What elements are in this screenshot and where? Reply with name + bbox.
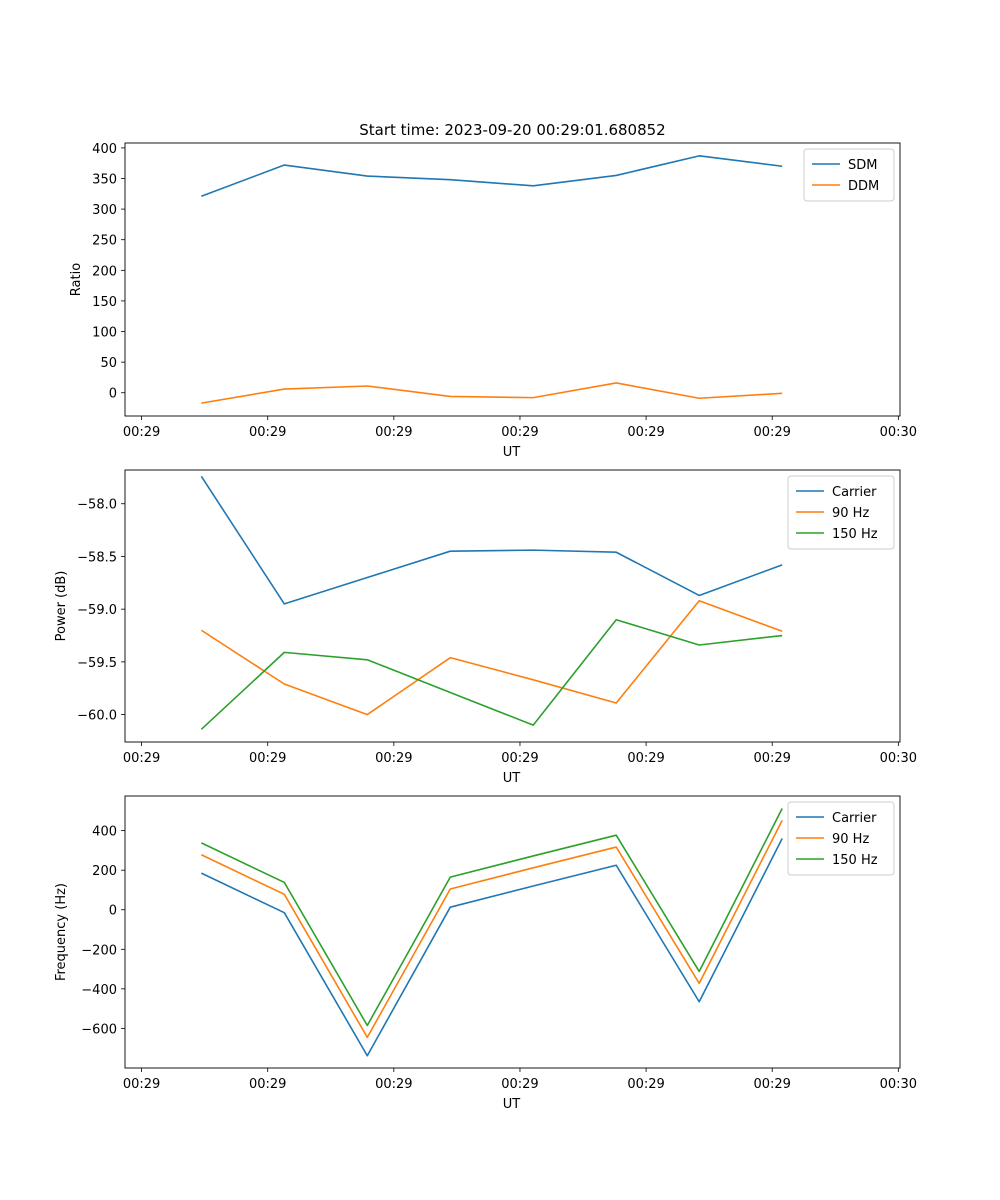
x-tick-label: 00:29 bbox=[249, 1077, 286, 1092]
x-tick-label: 00:29 bbox=[375, 425, 412, 440]
x-tick-label: 00:30 bbox=[880, 425, 917, 440]
x-tick-label: 00:29 bbox=[753, 751, 790, 766]
legend-box bbox=[803, 148, 895, 202]
y-tick-label: 250 bbox=[92, 234, 117, 249]
x-axis-label: UT bbox=[503, 771, 521, 786]
x-tick-label: 00:29 bbox=[249, 751, 286, 766]
legend-box bbox=[787, 801, 895, 876]
series-line-150-hz bbox=[200, 618, 783, 730]
series-line-150-hz bbox=[200, 808, 783, 1027]
legend-label: 90 Hz bbox=[832, 506, 869, 521]
x-tick-label: 00:29 bbox=[249, 425, 286, 440]
y-axis-label: Frequency (Hz) bbox=[54, 883, 69, 981]
series-line-90-hz bbox=[200, 819, 783, 1039]
y-tick-label: 100 bbox=[92, 326, 117, 341]
x-tick-label: 00:29 bbox=[753, 425, 790, 440]
y-tick-label: −600 bbox=[81, 1022, 117, 1037]
y-axis-label: Power (dB) bbox=[54, 571, 69, 642]
x-tick-label: 00:29 bbox=[627, 425, 664, 440]
x-tick-label: 00:29 bbox=[375, 751, 412, 766]
y-tick-label: 50 bbox=[100, 356, 117, 371]
legend-label: 90 Hz bbox=[832, 832, 869, 847]
y-axis-label: Ratio bbox=[69, 263, 84, 296]
y-tick-label: 400 bbox=[92, 142, 117, 157]
x-tick-label: 00:29 bbox=[123, 1077, 160, 1092]
y-tick-label: 200 bbox=[92, 264, 117, 279]
x-tick-label: 00:29 bbox=[501, 1077, 538, 1092]
series-line-ddm bbox=[201, 382, 783, 404]
x-tick-label: 00:29 bbox=[501, 751, 538, 766]
x-tick-label: 00:29 bbox=[123, 425, 160, 440]
legend-label: 150 Hz bbox=[832, 527, 878, 542]
x-axis-label: UT bbox=[503, 445, 521, 460]
series-line-carrier bbox=[200, 838, 783, 1057]
x-tick-label: 00:29 bbox=[627, 751, 664, 766]
legend-label: 150 Hz bbox=[832, 853, 878, 868]
plot-frame bbox=[124, 469, 901, 743]
x-tick-label: 00:29 bbox=[375, 1077, 412, 1092]
y-tick-label: −60.0 bbox=[77, 709, 117, 724]
y-tick-label: −59.0 bbox=[77, 603, 117, 618]
legend-label: Carrier bbox=[832, 811, 877, 826]
y-tick-label: −58.0 bbox=[77, 498, 117, 513]
y-tick-label: 0 bbox=[109, 387, 117, 402]
legend-label: DDM bbox=[848, 179, 879, 194]
series-line-carrier bbox=[200, 475, 783, 605]
y-tick-label: 300 bbox=[92, 203, 117, 218]
y-tick-label: −400 bbox=[81, 983, 117, 998]
y-tick-label: 350 bbox=[92, 173, 117, 188]
x-tick-label: 00:29 bbox=[627, 1077, 664, 1092]
x-tick-label: 00:30 bbox=[880, 751, 917, 766]
y-tick-label: 200 bbox=[92, 864, 117, 879]
plot-frame bbox=[124, 142, 901, 417]
legend-label: SDM bbox=[848, 158, 877, 173]
y-tick-label: −59.5 bbox=[77, 656, 117, 671]
legend-label: Carrier bbox=[832, 485, 877, 500]
y-tick-label: 0 bbox=[109, 904, 117, 919]
x-axis-label: UT bbox=[503, 1097, 521, 1112]
plot-frame bbox=[124, 795, 901, 1069]
x-tick-label: 00:30 bbox=[880, 1077, 917, 1092]
series-line-90-hz bbox=[200, 599, 783, 716]
x-tick-label: 00:29 bbox=[501, 425, 538, 440]
chart-title: Start time: 2023-09-20 00:29:01.680852 bbox=[359, 121, 665, 139]
series-line-sdm bbox=[201, 155, 783, 198]
y-tick-label: 400 bbox=[92, 825, 117, 840]
x-tick-label: 00:29 bbox=[123, 751, 160, 766]
y-tick-label: −200 bbox=[81, 943, 117, 958]
y-tick-label: −58.5 bbox=[77, 550, 117, 565]
legend-box bbox=[787, 475, 895, 550]
y-tick-label: 150 bbox=[92, 295, 117, 310]
x-tick-label: 00:29 bbox=[753, 1077, 790, 1092]
